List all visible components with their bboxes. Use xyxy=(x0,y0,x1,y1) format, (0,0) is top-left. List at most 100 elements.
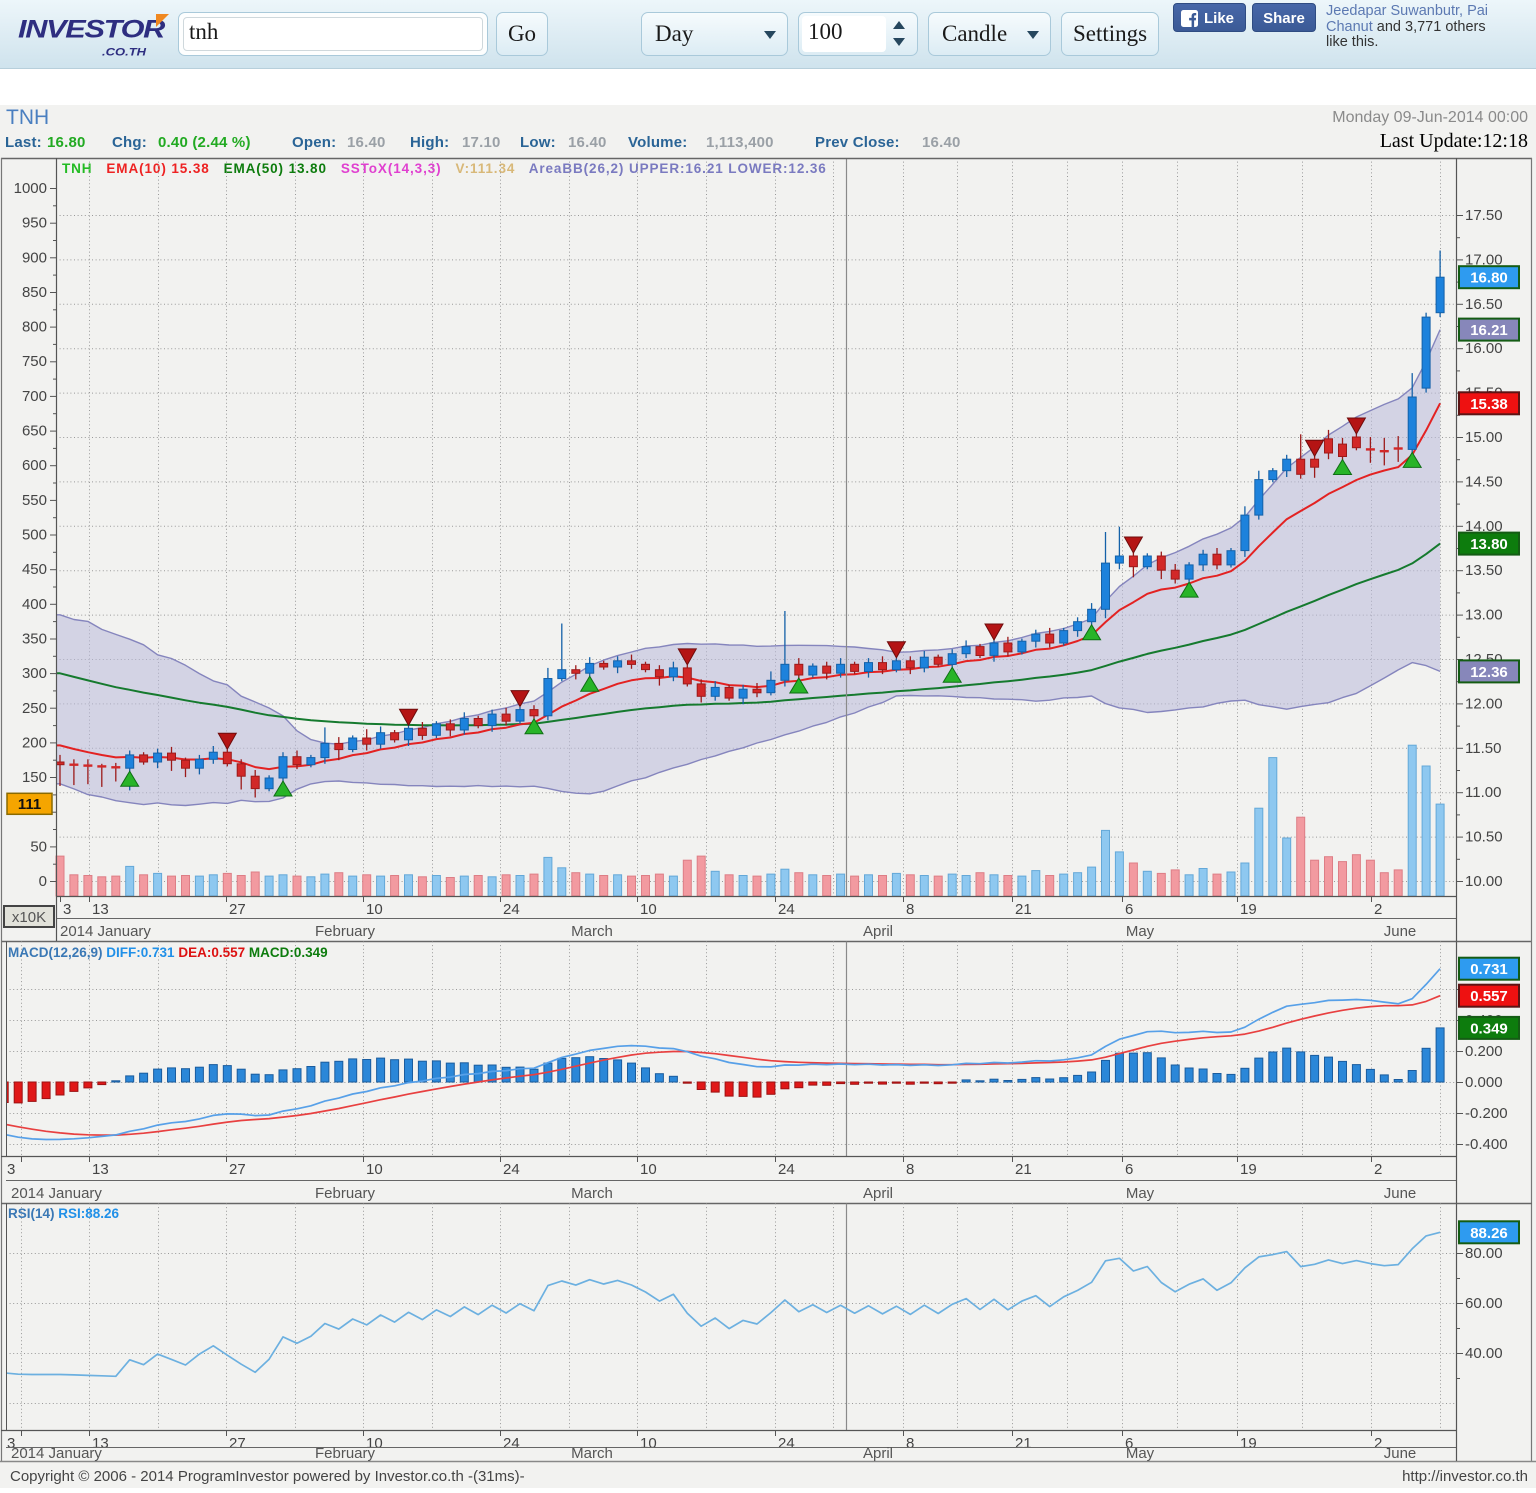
svg-text:May: May xyxy=(1126,923,1155,940)
svg-text:0.000: 0.000 xyxy=(1465,1074,1503,1091)
svg-text:14.00: 14.00 xyxy=(1465,518,1503,535)
svg-text:19: 19 xyxy=(1240,1435,1257,1452)
svg-text:April: April xyxy=(863,923,893,940)
svg-text:800: 800 xyxy=(22,319,47,336)
svg-text:15.00: 15.00 xyxy=(1465,429,1503,446)
svg-text:Copyright © 2006 - 2014 Progra: Copyright © 2006 - 2014 ProgramInvestor … xyxy=(10,1468,525,1485)
svg-text:0: 0 xyxy=(39,873,47,890)
svg-text:2014 January: 2014 January xyxy=(11,1445,102,1462)
svg-text:750: 750 xyxy=(22,353,47,370)
svg-text:8: 8 xyxy=(906,1161,914,1178)
svg-text:3: 3 xyxy=(63,901,71,918)
svg-text:27: 27 xyxy=(229,901,246,918)
svg-text:11.50: 11.50 xyxy=(1465,740,1501,757)
svg-text:June: June xyxy=(1384,1185,1417,1202)
svg-text:2: 2 xyxy=(1374,1161,1382,1178)
svg-text:April: April xyxy=(863,1185,893,1202)
svg-text:10.00: 10.00 xyxy=(1465,873,1503,890)
svg-text:February: February xyxy=(315,1185,376,1202)
svg-text:900: 900 xyxy=(22,249,47,266)
svg-text:10: 10 xyxy=(640,1161,657,1178)
svg-text:14.50: 14.50 xyxy=(1465,473,1503,490)
svg-text:88.26: 88.26 xyxy=(1470,1225,1508,1242)
svg-text:13: 13 xyxy=(92,1161,109,1178)
svg-text:12.36: 12.36 xyxy=(1470,664,1508,681)
svg-text:600: 600 xyxy=(22,457,47,474)
svg-text:February: February xyxy=(315,923,376,940)
svg-text:16.21: 16.21 xyxy=(1470,322,1508,339)
svg-text:80.00: 80.00 xyxy=(1465,1245,1503,1262)
svg-text:450: 450 xyxy=(22,561,47,578)
svg-text:111: 111 xyxy=(18,796,41,813)
svg-text:10: 10 xyxy=(366,1161,383,1178)
svg-text:13: 13 xyxy=(92,901,109,918)
svg-text:0.200: 0.200 xyxy=(1465,1043,1503,1060)
svg-text:May: May xyxy=(1126,1445,1155,1462)
svg-text:RSI(14) RSI:88.26: RSI(14) RSI:88.26 xyxy=(8,1206,120,1221)
svg-text:8: 8 xyxy=(906,1435,914,1452)
svg-text:2: 2 xyxy=(1374,1435,1382,1452)
svg-text:12.00: 12.00 xyxy=(1465,695,1503,712)
svg-text:60.00: 60.00 xyxy=(1465,1295,1503,1312)
svg-text:650: 650 xyxy=(22,423,47,440)
svg-text:2014 January: 2014 January xyxy=(60,923,151,940)
svg-text:6: 6 xyxy=(1125,1435,1133,1452)
svg-text:March: March xyxy=(571,923,613,940)
svg-text:February: February xyxy=(315,1445,376,1462)
svg-text:250: 250 xyxy=(22,700,47,717)
svg-text:June: June xyxy=(1384,1445,1417,1462)
svg-text:http://investor.co.th: http://investor.co.th xyxy=(1402,1468,1528,1485)
svg-text:27: 27 xyxy=(229,1435,246,1452)
svg-text:June: June xyxy=(1384,923,1417,940)
svg-text:24: 24 xyxy=(503,1161,520,1178)
svg-text:10: 10 xyxy=(640,901,657,918)
svg-text:300: 300 xyxy=(22,665,47,682)
svg-text:150: 150 xyxy=(22,769,47,786)
svg-text:2014 January: 2014 January xyxy=(11,1185,102,1202)
svg-text:24: 24 xyxy=(778,901,795,918)
svg-text:April: April xyxy=(863,1445,893,1462)
svg-text:0.557: 0.557 xyxy=(1470,988,1508,1005)
svg-text:-0.400: -0.400 xyxy=(1465,1136,1508,1153)
svg-text:0.731: 0.731 xyxy=(1470,961,1508,978)
svg-text:15.38: 15.38 xyxy=(1470,396,1508,413)
svg-text:40.00: 40.00 xyxy=(1465,1345,1503,1362)
svg-text:3: 3 xyxy=(7,1161,15,1178)
svg-text:10.50: 10.50 xyxy=(1465,829,1503,846)
svg-text:21: 21 xyxy=(1015,901,1032,918)
svg-text:200: 200 xyxy=(22,734,47,751)
svg-text:24: 24 xyxy=(503,1435,520,1452)
svg-text:700: 700 xyxy=(22,388,47,405)
svg-text:10: 10 xyxy=(640,1435,657,1452)
svg-text:x10K: x10K xyxy=(12,909,46,926)
svg-text:6: 6 xyxy=(1125,901,1133,918)
svg-text:May: May xyxy=(1126,1185,1155,1202)
svg-text:6: 6 xyxy=(1125,1161,1133,1178)
svg-text:1000: 1000 xyxy=(14,180,47,197)
svg-text:850: 850 xyxy=(22,284,47,301)
svg-text:2: 2 xyxy=(1374,901,1382,918)
svg-text:March: March xyxy=(571,1445,613,1462)
svg-text:21: 21 xyxy=(1015,1161,1032,1178)
svg-text:27: 27 xyxy=(229,1161,246,1178)
svg-text:0.349: 0.349 xyxy=(1470,1020,1508,1037)
svg-text:550: 550 xyxy=(22,492,47,509)
svg-text:350: 350 xyxy=(22,631,47,648)
svg-text:500: 500 xyxy=(22,527,47,544)
svg-text:-0.200: -0.200 xyxy=(1465,1105,1508,1122)
svg-text:13.80: 13.80 xyxy=(1470,536,1508,553)
svg-text:11.00: 11.00 xyxy=(1465,784,1501,801)
svg-text:17.50: 17.50 xyxy=(1465,207,1503,224)
svg-text:16.00: 16.00 xyxy=(1465,340,1503,357)
svg-text:8: 8 xyxy=(906,901,914,918)
svg-text:24: 24 xyxy=(778,1161,795,1178)
svg-text:400: 400 xyxy=(22,596,47,613)
svg-text:13.50: 13.50 xyxy=(1465,562,1503,579)
svg-text:19: 19 xyxy=(1240,901,1257,918)
svg-text:16.50: 16.50 xyxy=(1465,296,1503,313)
svg-text:3: 3 xyxy=(7,1435,15,1452)
svg-text:24: 24 xyxy=(778,1435,795,1452)
svg-text:21: 21 xyxy=(1015,1435,1032,1452)
svg-text:10: 10 xyxy=(366,901,383,918)
svg-text:17.00: 17.00 xyxy=(1465,251,1503,268)
